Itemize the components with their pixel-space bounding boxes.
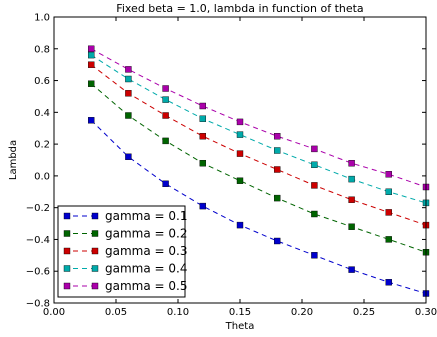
legend-marker-left-2 xyxy=(63,230,71,237)
series-3-point-1 xyxy=(87,61,95,68)
legend-label-5: gamma = 0.5 xyxy=(105,279,187,293)
y-tick-label-1: −0.8 xyxy=(26,299,50,310)
series-3-point-4 xyxy=(199,132,207,140)
x-tick-label-2: 0.05 xyxy=(105,307,127,318)
legend-label-4: gamma = 0.4 xyxy=(105,262,187,276)
series-2-point-4 xyxy=(199,159,207,167)
series-4-point-1 xyxy=(87,51,95,59)
series-2-point-7 xyxy=(311,210,318,218)
x-tick-label-4: 0.15 xyxy=(229,307,251,318)
series-2-point-5 xyxy=(236,177,244,184)
series-4-point-2 xyxy=(125,75,132,83)
series-3-point-8 xyxy=(348,196,355,203)
y-tick-label-4: −0.2 xyxy=(26,203,50,214)
legend: gamma = 0.1 gamma = 0.2 gamma = 0.3 gamma =… xyxy=(57,205,187,298)
legend-marker-right-2 xyxy=(91,230,99,237)
series-4-point-6 xyxy=(274,147,281,154)
series-1-point-6 xyxy=(274,237,281,245)
series-line-5 xyxy=(90,48,427,188)
y-tick-label-2: −0.6 xyxy=(26,267,50,278)
y-tick-label-6: 0.2 xyxy=(34,140,50,151)
y-tick-label-10: 1.0 xyxy=(34,13,50,24)
series-3-point-5 xyxy=(236,150,244,157)
chart-title: Fixed beta = 1.0, lambda in function of … xyxy=(116,2,363,15)
y-tick-label-3: −0.4 xyxy=(26,235,50,246)
series-1-point-1 xyxy=(87,117,95,124)
legend-label-1: gamma = 0.1 xyxy=(105,209,187,223)
series-4-point-8 xyxy=(348,175,355,183)
series-2-point-3 xyxy=(162,137,169,145)
series-1-point-3 xyxy=(162,180,169,188)
legend-label-2: gamma = 0.2 xyxy=(105,227,187,241)
series-line-3 xyxy=(90,64,427,226)
series-3-point-2 xyxy=(125,90,132,97)
series-1-point-5 xyxy=(236,221,244,229)
series-1-point-8 xyxy=(348,266,355,273)
series-1-point-2 xyxy=(125,153,132,161)
y-tick-label-5: 0.0 xyxy=(34,171,50,182)
legend-marker-left-3 xyxy=(63,247,71,255)
series-4-point-9 xyxy=(385,188,392,196)
series-line-1 xyxy=(90,119,427,294)
x-tick-label-1: 0.00 xyxy=(43,307,65,318)
series-4-point-4 xyxy=(199,115,207,122)
y-axis-label: Lambda xyxy=(8,140,19,180)
x-axis-label: Theta xyxy=(225,321,255,332)
legend-marker-left-5 xyxy=(63,282,71,290)
series-3-point-6 xyxy=(274,166,281,173)
series-4-point-5 xyxy=(236,131,244,138)
series-5-point-9 xyxy=(385,171,392,178)
series-2-point-1 xyxy=(87,80,95,87)
series-4-point-7 xyxy=(311,161,318,169)
y-tick-label-8: 0.6 xyxy=(34,76,50,87)
series-5-point-8 xyxy=(348,159,355,167)
series-line-4 xyxy=(90,54,427,204)
series-2-point-6 xyxy=(274,194,281,202)
legend-marker-right-1 xyxy=(91,212,99,220)
series-5-point-1 xyxy=(87,45,95,52)
series-5-point-6 xyxy=(274,132,281,140)
series-4-point-3 xyxy=(162,96,169,103)
y-tick-label-9: 0.8 xyxy=(34,44,50,55)
series-5-point-5 xyxy=(236,118,244,126)
legend-marker-right-4 xyxy=(91,265,99,272)
series-1-point-4 xyxy=(199,202,207,210)
legend-box xyxy=(57,205,186,298)
series-3-point-9 xyxy=(385,209,392,216)
series-2-point-2 xyxy=(125,112,132,119)
series-3-point-3 xyxy=(162,112,169,119)
x-tick-label-6: 0.25 xyxy=(353,307,375,318)
legend-marker-right-5 xyxy=(91,282,99,290)
legend-marker-left-4 xyxy=(63,265,71,272)
axes: 0.00 0.05 0.10 0.15 0.20 0.25 0.30 −0.8 −0.6 −0.4… xyxy=(26,13,437,319)
series-1-point-7 xyxy=(311,252,318,259)
series-1-point-9 xyxy=(385,279,392,286)
legend-marker-right-3 xyxy=(91,247,99,255)
x-tick-label-7: 0.30 xyxy=(415,307,437,318)
x-tick-label-5: 0.20 xyxy=(291,307,313,318)
x-tick-label-3: 0.10 xyxy=(167,307,189,318)
series-3-point-7 xyxy=(311,182,318,189)
legend-marker-left-1 xyxy=(63,212,71,220)
series-2-point-8 xyxy=(348,223,355,230)
series-5-point-4 xyxy=(199,102,207,110)
series-5-point-3 xyxy=(162,85,169,92)
series-line-2 xyxy=(90,83,427,253)
series-5-point-7 xyxy=(311,145,318,153)
series-2-point-9 xyxy=(385,236,392,243)
series-5-point-2 xyxy=(125,66,132,73)
legend-label-3: gamma = 0.3 xyxy=(105,244,187,258)
y-tick-label-7: 0.4 xyxy=(34,108,50,119)
